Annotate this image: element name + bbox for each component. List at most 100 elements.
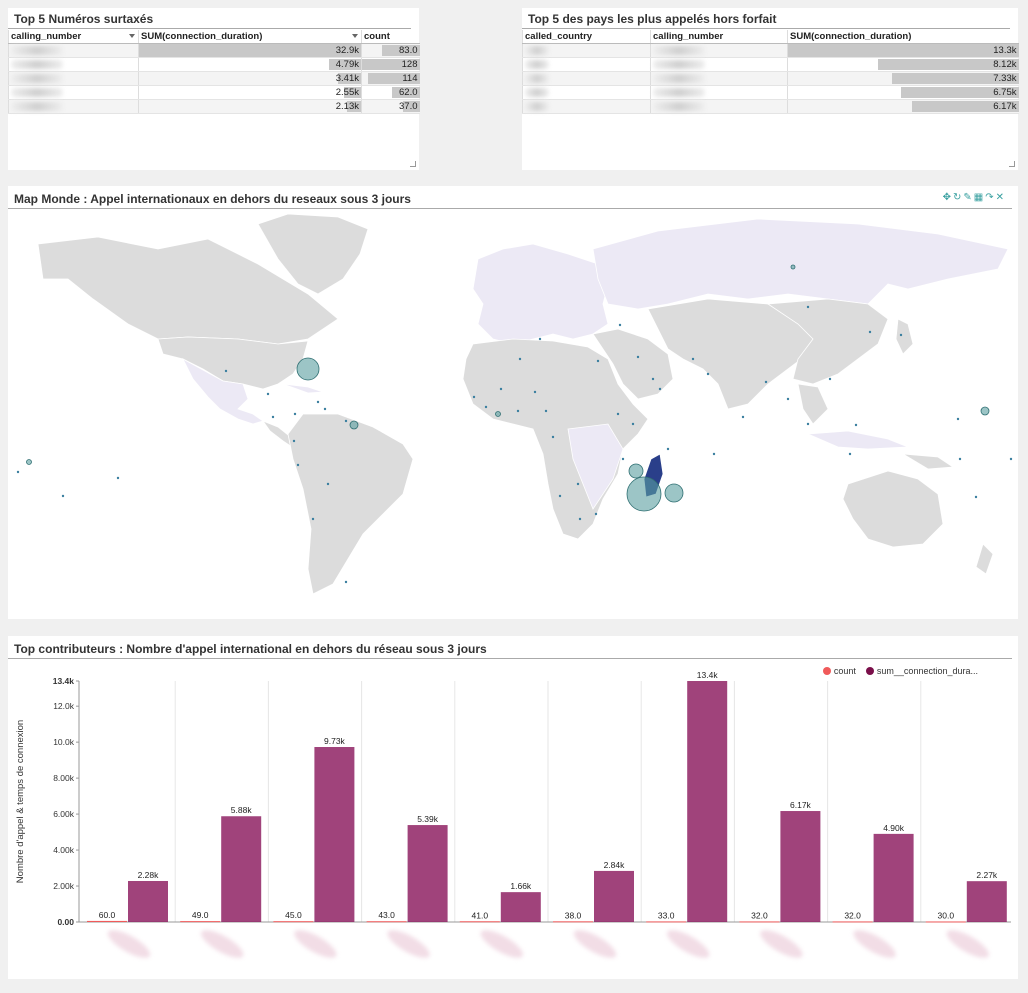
bar-sum[interactable] (221, 816, 262, 922)
land-japan[interactable] (895, 318, 914, 355)
bar-count[interactable] (459, 921, 500, 923)
redacted-value (653, 59, 705, 69)
bubble-marker[interactable] (626, 476, 662, 512)
bar-count[interactable] (553, 921, 593, 923)
edit-icon[interactable]: ✎ (963, 192, 974, 203)
resize-handle[interactable] (410, 161, 416, 167)
table-row[interactable]: 13.3k (522, 43, 1019, 58)
bar-count[interactable] (87, 920, 127, 922)
column-header[interactable]: SUM(connection_duration) (138, 30, 362, 44)
bar-count[interactable] (273, 921, 314, 923)
table-icon[interactable]: ▦ (973, 192, 986, 203)
land-east-africa-highlight[interactable] (567, 423, 624, 510)
bar-sum[interactable] (594, 870, 634, 922)
bar-sum[interactable] (500, 892, 541, 922)
data-label-count: 38.0 (565, 910, 582, 920)
bar-sum[interactable] (314, 747, 355, 922)
land-russia[interactable] (592, 218, 1009, 310)
bar-sum[interactable] (780, 811, 821, 922)
sort-icon[interactable] (129, 34, 135, 38)
bar-count[interactable] (832, 921, 873, 923)
bubble-marker[interactable] (790, 264, 796, 270)
top5-countries-table: called_country calling_number SUM(connec… (522, 30, 1019, 114)
bar-sum[interactable] (966, 881, 1007, 922)
data-label-count: 41.0 (472, 910, 489, 920)
sum-cell: 8.12k (787, 57, 1019, 72)
bar-sum[interactable] (128, 880, 168, 922)
bar-count[interactable] (739, 921, 780, 923)
land-east-asia[interactable] (766, 298, 889, 385)
legend-item[interactable]: count (822, 666, 856, 676)
land-europe[interactable] (472, 243, 609, 345)
data-label-count: 33.0 (658, 910, 675, 920)
data-label-sum: 4.90k (883, 823, 905, 833)
column-header[interactable]: count (361, 30, 420, 44)
bar-count[interactable] (925, 921, 966, 923)
bubble-marker[interactable] (26, 459, 32, 465)
x-tick-label-redacted (573, 930, 617, 958)
y-tick-label: 0.00 (57, 917, 74, 927)
bar-count[interactable] (366, 921, 407, 923)
bubble-marker[interactable] (349, 420, 359, 430)
table-row[interactable]: 3.41k 114 (8, 71, 420, 86)
land-australia[interactable] (842, 470, 944, 548)
land-south-america[interactable] (287, 413, 414, 595)
legend-label: sum__connection_dura... (876, 666, 978, 676)
redacted-value (525, 87, 549, 97)
bar-count[interactable] (646, 921, 687, 923)
land-southeast-asia[interactable] (797, 383, 829, 425)
column-header[interactable]: SUM(connection_duration) (787, 30, 1019, 44)
redacted-value (11, 87, 63, 97)
land-usa[interactable] (157, 336, 309, 390)
data-label-sum: 2.28k (138, 870, 160, 880)
data-label-sum: 1.66k (510, 881, 532, 891)
title-divider (8, 208, 1012, 209)
resize-handle[interactable] (1009, 161, 1015, 167)
bubble-marker[interactable] (664, 483, 684, 503)
sum-cell: 3.41k (138, 71, 362, 86)
country-cell (522, 43, 651, 58)
y-axis-label: Nombre d'appel & temps de connexion (15, 720, 26, 883)
country-cell (522, 57, 651, 72)
data-label-count: 32.0 (751, 910, 768, 920)
column-header[interactable]: calling_number (650, 30, 788, 44)
sum-cell: 32.9k (138, 43, 362, 58)
land-greenland[interactable] (257, 213, 369, 295)
move-icon[interactable]: ✥ (942, 192, 953, 203)
close-icon[interactable]: ✕ (995, 192, 1006, 203)
refresh-icon[interactable]: ↻ (952, 192, 964, 203)
chart-legend: count sum__connection_dura... (822, 666, 978, 676)
calling-number-cell (650, 57, 788, 72)
sort-icon[interactable] (352, 34, 358, 38)
column-header[interactable]: calling_number (8, 30, 139, 44)
land-new-zealand[interactable] (975, 543, 994, 575)
bubble-marker[interactable] (628, 463, 644, 479)
table-row[interactable]: 4.79k 128 (8, 57, 420, 72)
table-row[interactable]: 2.55k 62.0 (8, 85, 420, 100)
land-new-guinea[interactable] (902, 453, 955, 470)
bar-sum[interactable] (873, 833, 914, 922)
land-middle-east[interactable] (592, 328, 674, 400)
title-divider (522, 28, 1010, 29)
share-icon[interactable]: ↷ (985, 192, 996, 203)
bubble-marker[interactable] (980, 406, 990, 416)
world-map[interactable] (8, 209, 1018, 619)
bar-sum[interactable] (687, 681, 728, 922)
data-label-count: 30.0 (938, 910, 955, 920)
table-row[interactable]: 32.9k 83.0 (8, 43, 420, 58)
bubble-marker[interactable] (296, 357, 320, 381)
land-indonesia[interactable] (807, 430, 909, 450)
column-header[interactable]: called_country (522, 30, 651, 44)
bar-count[interactable] (180, 921, 221, 923)
bar-sum[interactable] (407, 825, 448, 922)
table-row[interactable]: 2.13k 37.0 (8, 99, 420, 114)
table-row[interactable]: 7.33k (522, 71, 1019, 86)
table-row[interactable]: 6.75k (522, 85, 1019, 100)
data-label-sum: 9.73k (324, 736, 346, 746)
legend-item[interactable]: sum__connection_dura... (865, 666, 978, 676)
land-caribbean[interactable] (282, 383, 324, 394)
data-label-count: 60.0 (99, 910, 116, 920)
bubble-marker[interactable] (495, 411, 501, 417)
table-row[interactable]: 6.17k (522, 99, 1019, 114)
table-row[interactable]: 8.12k (522, 57, 1019, 72)
